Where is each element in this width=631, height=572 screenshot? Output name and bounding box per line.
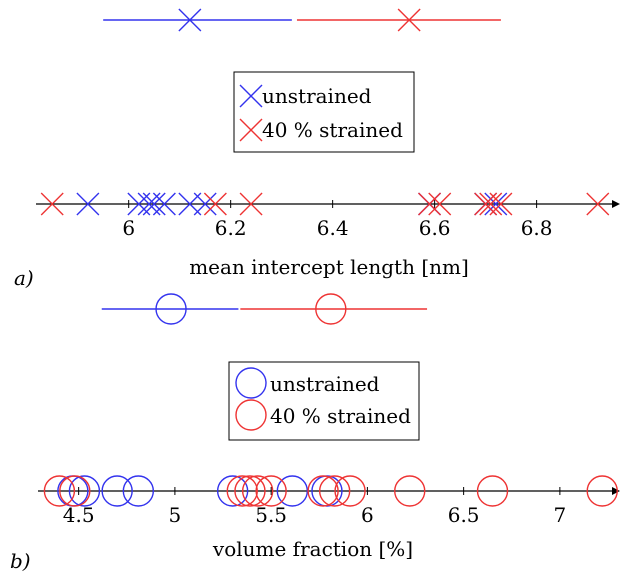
panel-a-tick-label: 6.6 — [419, 216, 451, 240]
panel-b-tick-label: 6 — [361, 503, 374, 527]
panel-b-point-strained — [255, 475, 287, 507]
panel-b-legend-label-unstrained: unstrained — [270, 372, 380, 396]
panel-a-point-unstrained — [76, 192, 100, 216]
panel-b-legend-marker-strained — [235, 399, 267, 431]
panel-b-legend-label-strained: 40 % strained — [270, 404, 411, 428]
panel-b-point-unstrained — [68, 475, 101, 507]
panel-b-x-axis-label: volume fraction [%] — [212, 537, 413, 561]
panel-b-point-strained — [586, 475, 618, 507]
panel-a-point-unstrained — [484, 192, 508, 216]
panel-a-legend-marker-strained — [239, 118, 263, 142]
panel-a-tick-label: 6 — [122, 216, 135, 240]
panel-a-mean-unstrained — [178, 8, 202, 32]
panel-b-point-strained — [59, 475, 91, 507]
panel-b-point-unstrained — [101, 475, 133, 507]
panel-a-point-strained — [418, 192, 442, 216]
panel-b-tick-label: 5 — [169, 503, 182, 527]
panel-b-point-strained — [307, 475, 339, 507]
panel-b-legend-symbol-unstrained — [235, 367, 267, 399]
panel-b-legend-symbol-strained — [235, 399, 267, 431]
panel-b-legend: unstrained 40 % strained — [228, 361, 420, 441]
panel-b-label: b) — [10, 549, 31, 572]
panel-a-legend-marker-unstrained — [239, 84, 263, 108]
panel-a-point-strained — [40, 192, 64, 216]
panel-b-tick-label: 6.5 — [448, 503, 480, 527]
panel-b-point-unstrained — [216, 475, 249, 507]
panel-a-point-strained — [586, 192, 610, 216]
panel-b-point-strained — [394, 475, 426, 507]
panel-b-x-axis: 4.5 5 5.5 6 6.5 7 — [38, 487, 620, 527]
panel-b-point-strained — [318, 475, 351, 507]
panel-a-legend-label-unstrained: unstrained — [262, 84, 372, 108]
panel-a-legend-symbol-unstrained — [239, 84, 263, 108]
panel-b-point-strained — [476, 475, 509, 507]
panel-b-point-strained — [43, 475, 76, 507]
panel-b-point-unstrained — [276, 475, 309, 507]
panel-b-legend-marker-unstrained — [235, 367, 267, 399]
panel-a-point-unstrained — [152, 192, 176, 216]
panel-a-point-strained — [239, 192, 263, 216]
panel-a-point-unstrained — [142, 192, 166, 216]
panel-a-tick-label: 6.2 — [215, 216, 247, 240]
panel-b-point-strained — [226, 475, 258, 507]
panel-b-tick-label: 7 — [554, 503, 567, 527]
panel-a-point-strained — [479, 192, 503, 216]
panel-a-legend: unstrained 40 % strained — [233, 71, 415, 153]
panel-b-tick-label: 5.5 — [255, 503, 287, 527]
panel-b-axis-arrow — [612, 487, 620, 495]
panel-a-tick-label: 6.8 — [521, 216, 553, 240]
panel-a-point-strained — [489, 192, 513, 216]
panel-a-x-axis-label: mean intercept length [nm] — [189, 255, 469, 279]
panel-a-point-unstrained — [193, 192, 217, 216]
panel-b-point-unstrained — [122, 475, 155, 507]
panel-b-point-strained — [334, 475, 366, 507]
panel-a-axis-arrow — [612, 200, 620, 208]
panel-a-legend-label-strained: 40 % strained — [262, 118, 403, 142]
panel-a-tick-label: 6.4 — [317, 216, 349, 240]
panel-a-point-strained — [203, 192, 227, 216]
panel-a-label: a) — [14, 266, 34, 290]
panel-a-summary-group — [103, 8, 501, 32]
panel-a-point-strained — [428, 192, 452, 216]
panel-a-legend-symbol-strained — [239, 118, 263, 142]
panel-a-mean-strained — [397, 8, 421, 32]
panel-b-point-strained — [241, 475, 274, 507]
panel-a-x-axis: 6 6.2 6.4 6.6 6.8 — [36, 200, 620, 240]
panel-a-mean-intercept-length: unstrained 40 % strained 6 6.2 6.4 6.6 6.8 m… — [14, 8, 620, 290]
panel-b-data-points — [43, 475, 618, 507]
panel-b-volume-fraction: unstrained 40 % strained 4.5 5 5.5 6 6.5 7 vo… — [10, 293, 620, 572]
panel-b-mean-unstrained — [155, 293, 187, 325]
panel-a-data-points — [40, 192, 610, 216]
panel-b-summary-group — [101, 293, 428, 325]
panel-b-point-strained — [234, 475, 266, 507]
panel-b-tick-label: 4.5 — [63, 503, 95, 527]
panel-b-mean-strained — [315, 293, 347, 325]
panel-a-legend-box — [233, 71, 415, 153]
